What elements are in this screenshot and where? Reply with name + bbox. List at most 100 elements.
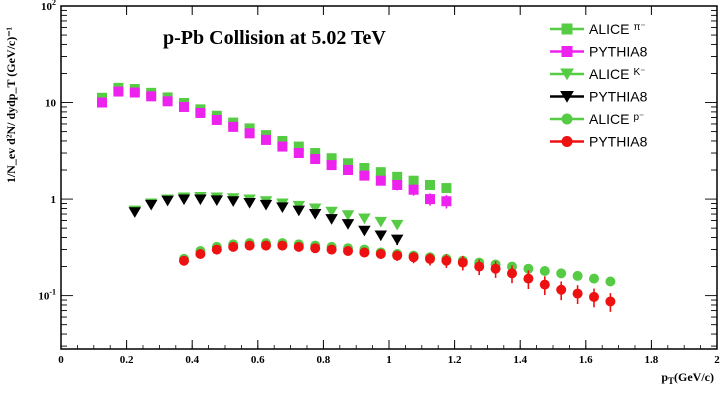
x-axis-title: pT(GeV/c): [661, 370, 714, 386]
data-point: [343, 245, 353, 256]
data-point: [293, 148, 304, 159]
data-point: [441, 183, 452, 194]
data-point: [326, 160, 337, 171]
data-point: [341, 219, 355, 230]
data-point: [359, 162, 370, 173]
data-point: [128, 207, 142, 218]
legend-marker: [560, 91, 574, 103]
legend-label: PYTHIA8: [589, 134, 648, 150]
data-point: [276, 202, 289, 214]
chart-marks: [97, 82, 616, 312]
x-tick-label: 1.8: [645, 354, 659, 366]
data-point: [293, 241, 304, 252]
y-axis-title-text: 1/N_ev d²N/ dydp_T (GeV/c)⁻¹: [4, 26, 18, 183]
data-point: [441, 255, 452, 266]
data-point: [457, 257, 468, 268]
data-point: [129, 87, 140, 98]
data-point: [211, 114, 222, 125]
data-point: [474, 261, 485, 272]
data-point: [195, 248, 206, 259]
data-point: [605, 296, 616, 307]
data-point: [162, 96, 173, 107]
data-point: [259, 199, 273, 211]
data-point: [310, 148, 321, 159]
data-point: [523, 273, 534, 284]
data-point: [210, 195, 224, 206]
y-tick-label: 1: [51, 194, 57, 206]
data-point: [556, 268, 567, 279]
data-point: [507, 268, 517, 279]
legend-marker: [561, 136, 573, 147]
data-point: [358, 225, 371, 237]
data-point: [425, 179, 435, 190]
data-point: [308, 203, 322, 215]
data-point: [277, 141, 288, 152]
data-point: [392, 171, 403, 182]
x-tick-label: 0.4: [185, 354, 199, 366]
series-3: [128, 194, 404, 246]
x-tick-label: 0.6: [251, 354, 265, 366]
data-point: [539, 265, 550, 276]
x-tick-label: 0.8: [317, 354, 331, 366]
data-point: [556, 284, 567, 295]
data-point: [261, 134, 271, 145]
x-tick-label: 1.4: [513, 354, 527, 366]
data-point: [408, 175, 419, 186]
data-point: [359, 170, 370, 181]
data-point: [310, 154, 321, 165]
data-point: [325, 206, 338, 218]
legend-label: ALICE p⁻: [589, 111, 644, 127]
data-point: [425, 194, 435, 205]
data-point: [374, 230, 388, 242]
legend-label: PYTHIA8: [589, 89, 648, 105]
data-point: [261, 240, 271, 251]
legend-label: ALICE K⁻: [589, 66, 645, 82]
y-tick-label: 10: [45, 98, 57, 110]
data-point: [390, 219, 404, 231]
data-point: [308, 209, 322, 220]
data-point: [539, 279, 550, 290]
data-point: [179, 101, 189, 112]
data-point: [408, 252, 419, 263]
data-point: [359, 247, 370, 258]
axes: 0 0.2 0.4 0.6 0.8 1 1.2 1.4 1.6 1.8 2 10-1 1 10 102: [38, 0, 720, 366]
data-point: [228, 121, 239, 132]
series-1: [97, 86, 452, 209]
data-point: [277, 240, 288, 251]
data-point: [408, 184, 419, 195]
data-point: [194, 194, 207, 206]
legend-label: PYTHIA8: [589, 44, 648, 60]
data-point: [392, 179, 403, 190]
data-point: [572, 288, 583, 299]
data-point: [325, 214, 338, 225]
legend-marker: [561, 113, 573, 125]
x-tick-label: 0.2: [120, 354, 134, 366]
data-point: [228, 241, 239, 252]
legend-label: ALICE π⁻: [589, 21, 646, 37]
data-point: [572, 270, 583, 281]
data-point: [177, 194, 191, 206]
data-point: [375, 175, 386, 186]
data-point: [161, 195, 174, 207]
data-point: [277, 135, 288, 146]
chart-title: p-Pb Collision at 5.02 TeV: [163, 27, 386, 49]
data-point: [375, 248, 386, 259]
data-point: [589, 291, 599, 302]
legend-marker: [561, 23, 573, 35]
data-point: [146, 91, 157, 102]
data-point: [326, 244, 337, 255]
y-tick-label: 102: [41, 0, 56, 13]
data-point: [523, 263, 534, 274]
y-tick-label: 10-1: [38, 288, 56, 303]
data-point: [425, 253, 435, 264]
data-point: [343, 165, 353, 176]
data-point: [605, 276, 616, 287]
data-point: [374, 216, 388, 228]
legend-marker: [561, 46, 573, 57]
data-point: [179, 255, 189, 266]
series-4: [179, 238, 616, 287]
legend-marker: [560, 68, 574, 81]
legend: ALICE π⁻ PYTHIA8 ALICE K⁻ PYTHIA8 ALICE p⁻ PYTHI…: [550, 21, 648, 150]
data-point: [341, 210, 355, 221]
x-axis-title-text: pT(GeV/c): [661, 370, 714, 386]
